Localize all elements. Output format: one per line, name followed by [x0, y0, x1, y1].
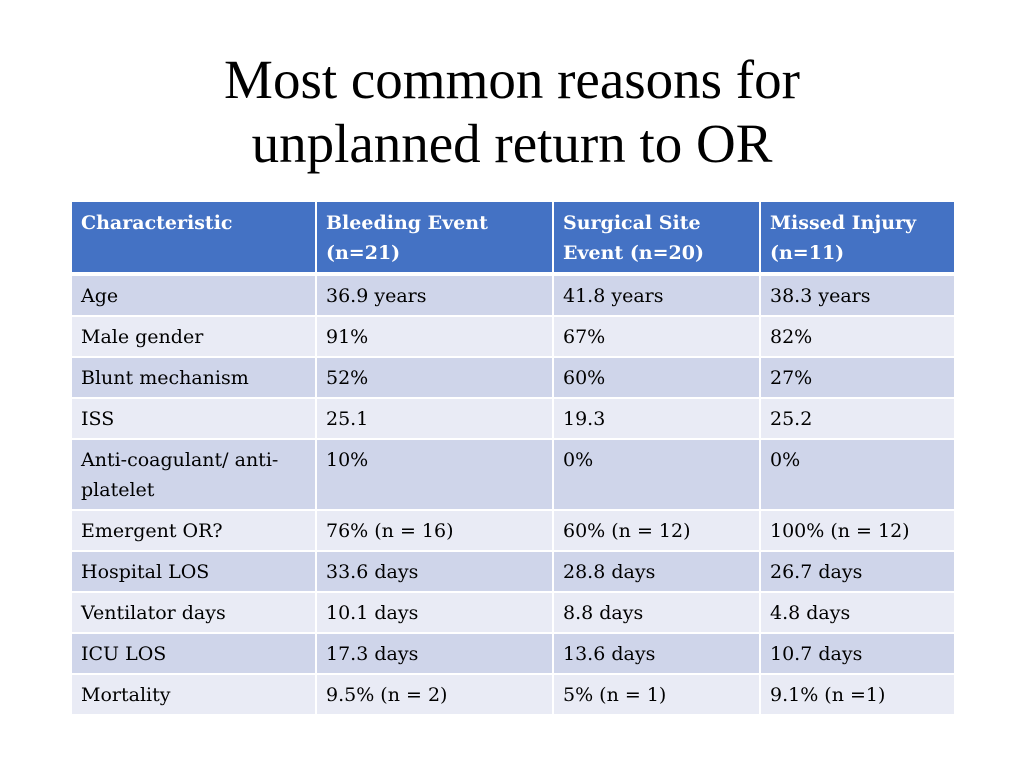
cell-surgical-site: 60% — [552, 356, 761, 399]
cell-surgical-site: 19.3 — [552, 397, 761, 440]
table-row-emergent-or: Emergent OR? 76% (n = 16) 60% (n = 12) 1… — [70, 509, 956, 552]
return-to-or-table: Characteristic Bleeding Event (n=21) Sur… — [70, 200, 956, 716]
table-row-ventilator-days: Ventilator days 10.1 days 8.8 days 4.8 d… — [70, 591, 956, 634]
row-label: Mortality — [70, 673, 317, 716]
cell-surgical-site: 41.8 years — [552, 273, 761, 317]
table-row-male-gender: Male gender 91% 67% 82% — [70, 315, 956, 358]
row-label: Age — [70, 273, 317, 317]
cell-bleeding: 33.6 days — [315, 550, 554, 593]
row-label: Anti-coagulant/ anti-platelet — [70, 438, 317, 511]
cell-bleeding: 91% — [315, 315, 554, 358]
row-label: Male gender — [70, 315, 317, 358]
cell-missed-injury: 100% (n = 12) — [759, 509, 956, 552]
cell-missed-injury: 26.7 days — [759, 550, 956, 593]
cell-bleeding: 10.1 days — [315, 591, 554, 634]
cell-bleeding: 52% — [315, 356, 554, 399]
slide-title: Most common reasons for unplanned return… — [0, 48, 1024, 176]
cell-missed-injury: 0% — [759, 438, 956, 511]
cell-surgical-site: 28.8 days — [552, 550, 761, 593]
cell-surgical-site: 13.6 days — [552, 632, 761, 675]
table-row-icu-los: ICU LOS 17.3 days 13.6 days 10.7 days — [70, 632, 956, 675]
header-missed-injury: Missed Injury (n=11) — [759, 200, 956, 276]
header-characteristic: Characteristic — [70, 200, 317, 276]
cell-missed-injury: 25.2 — [759, 397, 956, 440]
cell-bleeding: 9.5% (n = 2) — [315, 673, 554, 716]
cell-missed-injury: 10.7 days — [759, 632, 956, 675]
row-label: ISS — [70, 397, 317, 440]
row-label: Ventilator days — [70, 591, 317, 634]
cell-bleeding: 10% — [315, 438, 554, 511]
cell-surgical-site: 5% (n = 1) — [552, 673, 761, 716]
table-row-blunt-mechanism: Blunt mechanism 52% 60% 27% — [70, 356, 956, 399]
table-row-iss: ISS 25.1 19.3 25.2 — [70, 397, 956, 440]
table-header-row: Characteristic Bleeding Event (n=21) Sur… — [70, 200, 956, 276]
cell-surgical-site: 8.8 days — [552, 591, 761, 634]
row-label: Blunt mechanism — [70, 356, 317, 399]
cell-missed-injury: 27% — [759, 356, 956, 399]
table-row-hospital-los: Hospital LOS 33.6 days 28.8 days 26.7 da… — [70, 550, 956, 593]
cell-missed-injury: 4.8 days — [759, 591, 956, 634]
header-surgical-site-event: Surgical Site Event (n=20) — [552, 200, 761, 276]
row-label: Hospital LOS — [70, 550, 317, 593]
slide-title-line-2: unplanned return to OR — [251, 113, 773, 174]
row-label: ICU LOS — [70, 632, 317, 675]
header-bleeding-event: Bleeding Event (n=21) — [315, 200, 554, 276]
slide-title-line-1: Most common reasons for — [224, 49, 800, 110]
cell-surgical-site: 67% — [552, 315, 761, 358]
cell-surgical-site: 60% (n = 12) — [552, 509, 761, 552]
cell-bleeding: 36.9 years — [315, 273, 554, 317]
cell-missed-injury: 38.3 years — [759, 273, 956, 317]
row-label: Emergent OR? — [70, 509, 317, 552]
cell-missed-injury: 82% — [759, 315, 956, 358]
table-row-mortality: Mortality 9.5% (n = 2) 5% (n = 1) 9.1% (… — [70, 673, 956, 716]
cell-bleeding: 76% (n = 16) — [315, 509, 554, 552]
cell-surgical-site: 0% — [552, 438, 761, 511]
cell-missed-injury: 9.1% (n =1) — [759, 673, 956, 716]
table-row-anticoagulant: Anti-coagulant/ anti-platelet 10% 0% 0% — [70, 438, 956, 511]
table-row-age: Age 36.9 years 41.8 years 38.3 years — [70, 273, 956, 317]
cell-bleeding: 17.3 days — [315, 632, 554, 675]
cell-bleeding: 25.1 — [315, 397, 554, 440]
